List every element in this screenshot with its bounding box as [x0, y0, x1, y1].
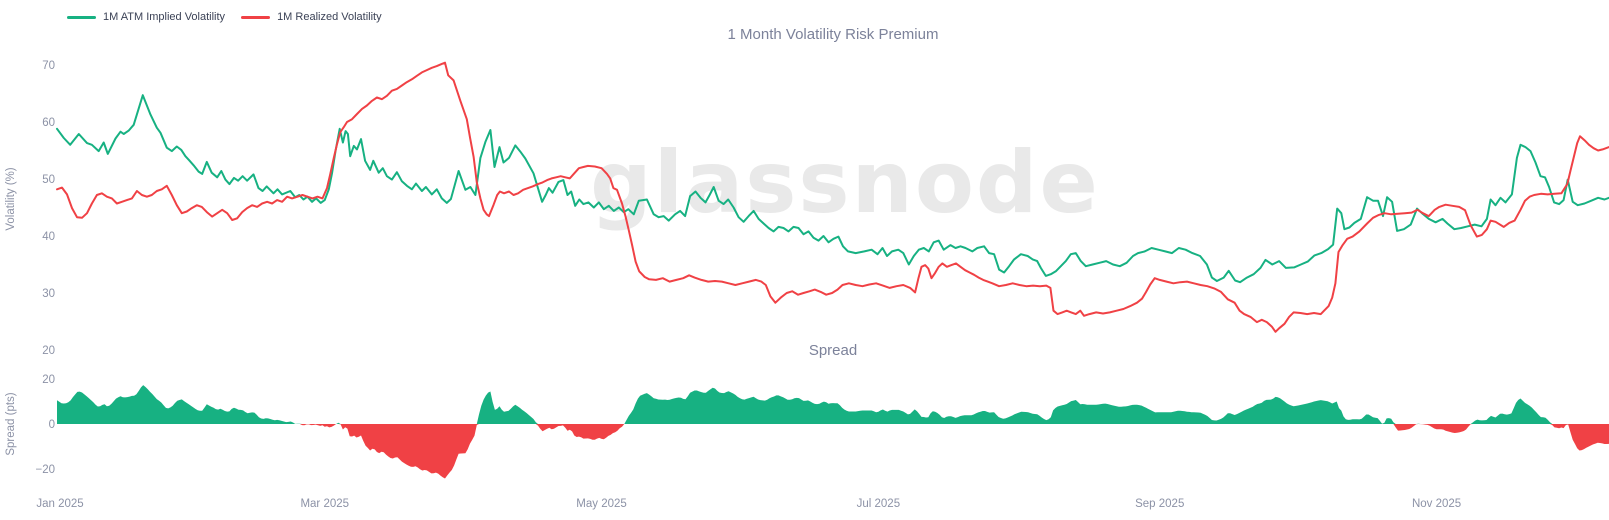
- legend: 1M ATM Implied Volatility 1M Realized Vo…: [67, 11, 382, 23]
- spread-tick-label: 0: [49, 419, 55, 431]
- chart-title: 1 Month Volatility Risk Premium: [728, 26, 939, 43]
- legend-label-implied: 1M ATM Implied Volatility: [103, 11, 226, 23]
- realized-volatility-line-swatch-icon: [241, 15, 271, 19]
- spread-tick-label: 20: [42, 374, 55, 386]
- realized-volatility-line: [56, 61, 1609, 333]
- legend-item-implied-volatility[interactable]: 1M ATM Implied Volatility: [67, 11, 225, 23]
- x-axis-tick-label: Jan 2025: [36, 498, 83, 510]
- volatility-tick-label: 30: [42, 288, 55, 300]
- volatility-lines-plot[interactable]: [56, 61, 1609, 333]
- x-axis-tick-label: Sep 2025: [1135, 498, 1184, 510]
- x-axis-tick-label: Nov 2025: [1412, 498, 1461, 510]
- spread-axis-title: Spread (pts): [5, 392, 17, 455]
- volatility-tick-label: 40: [42, 231, 55, 243]
- legend-label-realized: 1M Realized Volatility: [277, 11, 382, 23]
- spread-tick-label: −20: [35, 464, 55, 476]
- implied-volatility-line: [56, 94, 1609, 284]
- x-axis-month-ticks: Jan 2025 Mar 2025 May 2025 Jul 2025 Sep 2025…: [36, 498, 1461, 510]
- implied-volatility-line-swatch-icon: [67, 15, 96, 19]
- volatility-tick-label: 60: [42, 117, 55, 129]
- volatility-tick-label: 20: [42, 345, 55, 357]
- x-axis-tick-label: May 2025: [576, 498, 627, 510]
- legend-item-realized-volatility[interactable]: 1M Realized Volatility: [241, 11, 382, 23]
- spread-positive-area: [57, 385, 1609, 424]
- volatility-tick-label: 70: [42, 60, 55, 72]
- spread-panel-title: Spread: [809, 342, 857, 359]
- volatility-axis-title: Volatility (%): [5, 167, 17, 230]
- spread-y-axis-ticks: 20 0 −20: [35, 374, 55, 476]
- glassnode-watermark: glassnode: [590, 133, 1100, 233]
- volatility-tick-label: 50: [42, 174, 55, 186]
- spread-negative-area: [57, 424, 1609, 479]
- spread-area-plot[interactable]: [57, 385, 1609, 479]
- volatility-y-axis-ticks: 70 60 50 40 30 20: [42, 60, 55, 357]
- x-axis-tick-label: Mar 2025: [300, 498, 349, 510]
- x-axis-tick-label: Jul 2025: [857, 498, 900, 510]
